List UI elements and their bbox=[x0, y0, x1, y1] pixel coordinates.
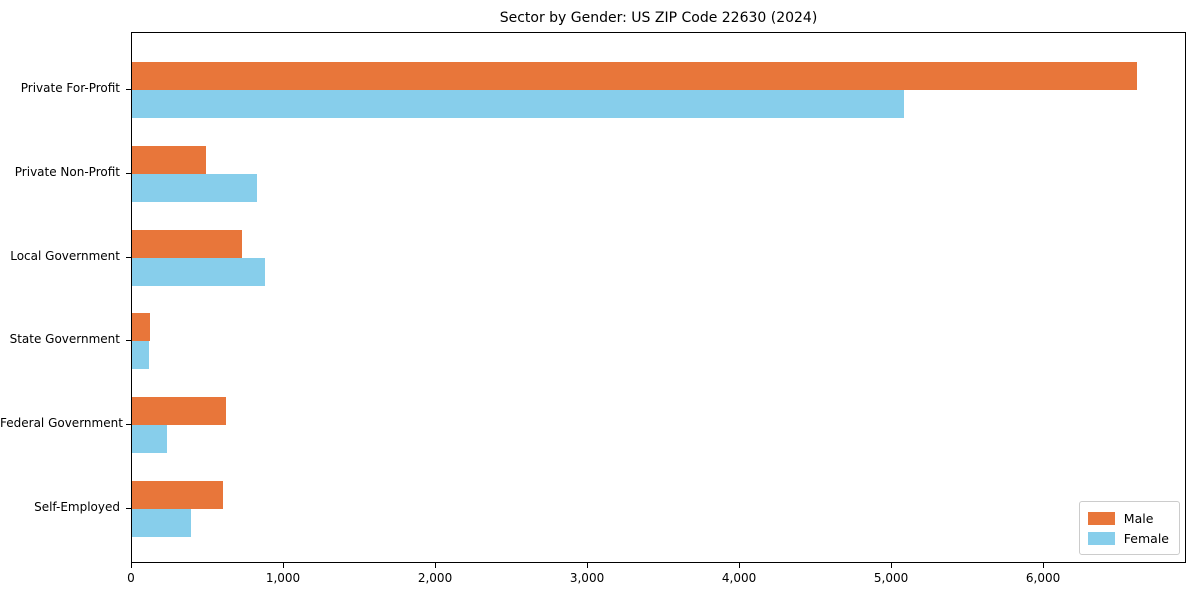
xtick-label: 0 bbox=[127, 571, 135, 585]
legend: Male Female bbox=[1078, 501, 1180, 555]
xtick-label: 4,000 bbox=[721, 571, 757, 585]
ytick-label: Private Non-Profit bbox=[14, 164, 120, 179]
ytick-label: Private For-Profit bbox=[20, 81, 120, 95]
ytick-mark bbox=[126, 508, 131, 509]
bar-female-private-for-profit bbox=[132, 90, 904, 118]
ytick-label: State Government bbox=[9, 332, 120, 347]
legend-label: Female bbox=[1123, 530, 1169, 546]
xtick-label: 1,000 bbox=[265, 571, 301, 585]
xtick-mark bbox=[435, 563, 437, 568]
bar-male-private-non-profit bbox=[132, 145, 206, 174]
xtick-label: 5,000 bbox=[873, 571, 909, 585]
legend-swatch-female bbox=[1087, 531, 1115, 545]
xtick-mark bbox=[131, 563, 132, 568]
bar-female-state-government bbox=[132, 341, 149, 370]
bar-male-state-government bbox=[132, 313, 150, 342]
xtick-label: 2,000 bbox=[417, 571, 453, 585]
legend-entry-female: Female bbox=[1087, 528, 1169, 548]
bar-male-self-employed bbox=[132, 481, 223, 509]
xtick-mark bbox=[739, 563, 741, 568]
bar-female-private-non-profit bbox=[132, 173, 257, 202]
xtick-mark bbox=[1043, 563, 1045, 568]
plot-area: Male Female bbox=[131, 32, 1186, 563]
ytick-mark bbox=[126, 89, 131, 90]
bar-male-federal-government bbox=[132, 397, 226, 426]
bar-male-private-for-profit bbox=[132, 62, 1137, 90]
ytick-label: Self-Employed bbox=[34, 500, 120, 514]
chart-title: Sector by Gender: US ZIP Code 22630 (202… bbox=[499, 10, 818, 26]
legend-entry-male: Male bbox=[1087, 508, 1169, 528]
xtick-label: 3,000 bbox=[569, 571, 605, 585]
ytick-mark bbox=[126, 172, 131, 174]
ytick-mark bbox=[126, 424, 131, 426]
ytick-label: Local Government bbox=[10, 248, 120, 263]
xtick-mark bbox=[587, 563, 589, 568]
bar-female-self-employed bbox=[132, 509, 191, 537]
bar-female-local-government bbox=[132, 257, 265, 286]
legend-swatch-male bbox=[1087, 511, 1115, 525]
xtick-label: 6,000 bbox=[1025, 571, 1061, 585]
legend-label: Male bbox=[1123, 510, 1154, 526]
bar-female-federal-government bbox=[132, 425, 167, 454]
xtick-mark bbox=[891, 563, 893, 568]
ytick-label: Federal Government bbox=[0, 416, 123, 431]
bar-male-local-government bbox=[132, 229, 242, 258]
xtick-mark bbox=[283, 563, 285, 568]
ytick-mark bbox=[126, 340, 131, 342]
ytick-mark bbox=[126, 256, 131, 258]
